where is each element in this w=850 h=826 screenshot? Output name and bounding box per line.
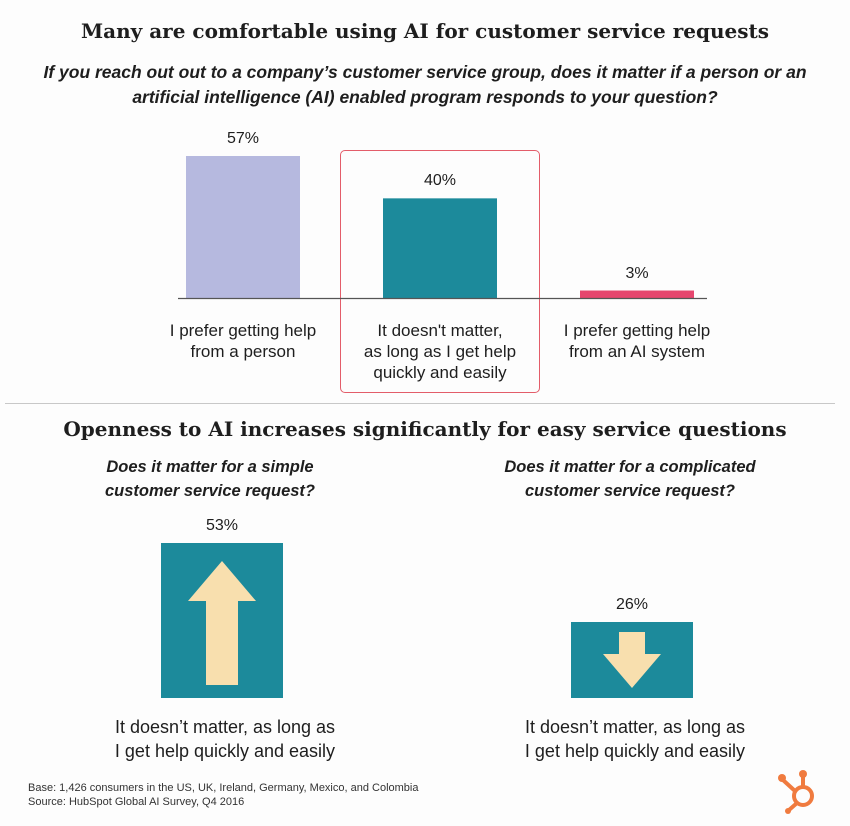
question-line: Does it matter for a simple [106,458,314,476]
complicated-value-label: 26% [615,596,649,613]
down-arrow-icon [603,632,661,688]
label-line: It doesn’t matter, as long as [114,717,336,737]
bar-value-label: 57% [226,130,260,147]
category-label-line: quickly and easily [373,363,507,382]
bar [383,198,497,298]
complicated-bar [571,622,693,698]
bar-value-label: 40% [423,172,457,190]
highlight-box [340,150,540,393]
simple-request-question: Does it matter for a simple customer ser… [60,455,360,503]
question-line: Does it matter for a complicated [504,458,756,476]
category-label-line: from a person [190,342,296,361]
category-label: I prefer getting help from an AI system [542,320,732,362]
category-label-line: I prefer getting help [563,321,711,340]
footnote-base: Base: 1,426 consumers in the US, UK, Ire… [28,782,419,794]
label-line: I get help quickly and easily [114,741,336,761]
bar [580,290,694,298]
category-label-line: from an AI system [568,342,706,361]
simple-value-label: 53% [205,517,239,534]
footnote-source: Source: HubSpot Global AI Survey, Q4 201… [28,796,245,808]
section-divider [5,403,835,404]
complicated-answer-label: It doesn’t matter, as long as I get help… [490,715,780,763]
question-line: customer service request? [524,482,735,500]
footnote: Base: 1,426 consumers in the US, UK, Ire… [28,781,628,809]
bar [186,156,300,298]
category-label-line: I prefer getting help [169,321,317,340]
category-label-line: as long as I get help [363,342,517,361]
survey-question: If you reach out out to a company’s cust… [43,62,807,107]
category-label-line: It doesn't matter, [377,321,503,340]
label-line: I get help quickly and easily [524,741,746,761]
label-line: It doesn’t matter, as long as [524,717,746,737]
category-label: I prefer getting help from a person [148,320,338,362]
chart-title: Many are comfortable using AI for custom… [80,19,770,43]
up-arrow-icon [188,561,256,685]
complicated-request-question: Does it matter for a complicated custome… [470,455,790,503]
question-line: customer service request? [104,482,315,500]
bar-value-label: 3% [625,264,649,282]
hubspot-sprocket-icon [778,770,814,814]
simple-bar [161,543,283,698]
category-label: It doesn't matter, as long as I get help q… [345,320,535,383]
simple-answer-label: It doesn’t matter, as long as I get help… [80,715,370,763]
section-title: Openness to AI increases significantly f… [63,417,787,441]
top-bar-chart [178,156,707,300]
